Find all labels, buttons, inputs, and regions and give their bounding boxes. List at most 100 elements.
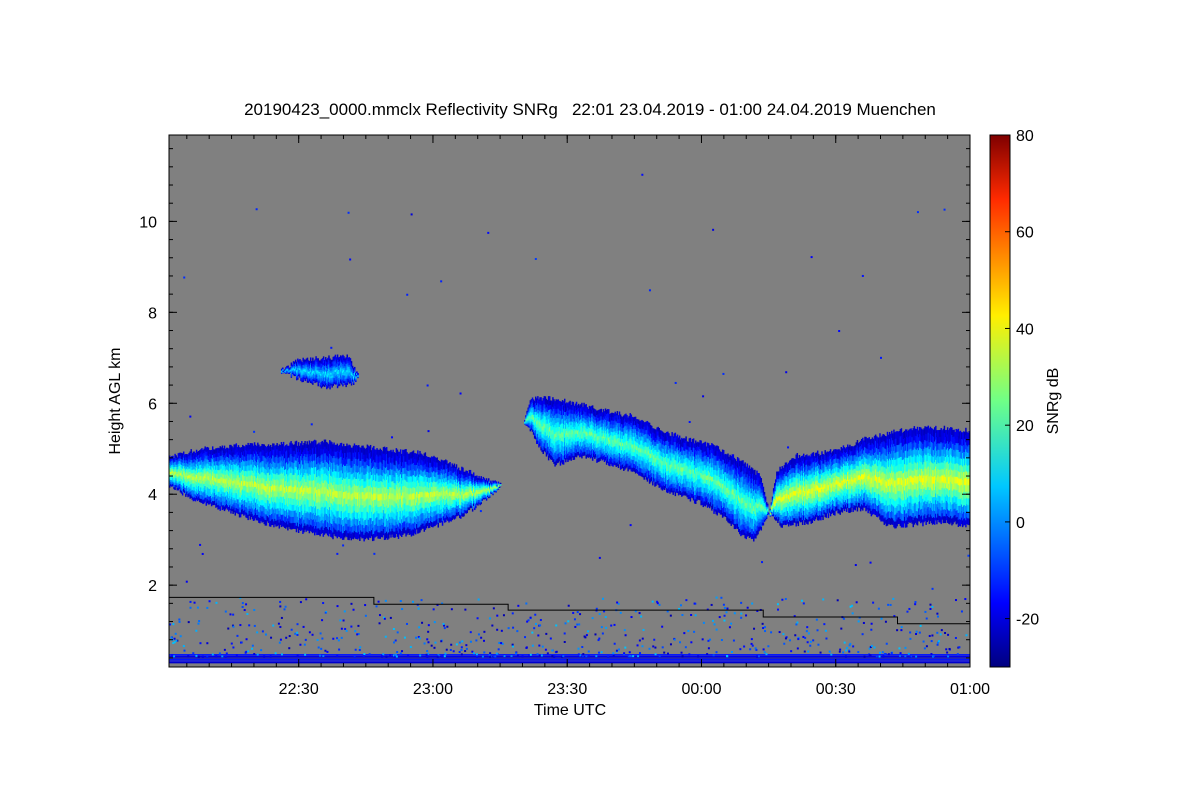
echo-cell: [412, 474, 415, 482]
echo-cell: [265, 497, 268, 504]
echo-cell: [209, 484, 212, 489]
echo-cell: [375, 486, 377, 494]
noise-speckle: [573, 618, 576, 621]
echo-cell: [243, 470, 245, 477]
noise-speckle: [790, 650, 793, 653]
echo-cell: [370, 529, 373, 537]
echo-cell: [343, 525, 345, 533]
echo-cell: [428, 482, 431, 488]
echo-cell: [246, 460, 248, 467]
echo-cell: [324, 526, 327, 534]
noise-speckle: [452, 650, 455, 653]
echo-cell: [232, 452, 234, 458]
echo-cell: [203, 479, 205, 484]
echo-cell: [465, 510, 467, 514]
echo-cell: [422, 502, 424, 509]
echo-cell: [457, 484, 460, 489]
echo-cell: [329, 506, 331, 514]
echo-cell: [337, 465, 340, 473]
noise-speckle: [227, 627, 230, 630]
echo-cell: [489, 491, 491, 493]
echo-cell: [423, 514, 426, 521]
echo-cell: [350, 487, 352, 495]
echo-cell: [266, 467, 269, 474]
echo-cell: [372, 474, 374, 482]
echo-cell: [430, 462, 432, 468]
echo-cell: [359, 447, 361, 455]
echo-cell: [476, 487, 478, 491]
echo-cell: [450, 490, 452, 495]
echo-cell: [417, 468, 419, 475]
echo-cell: [272, 513, 274, 520]
echo-cell: [455, 475, 458, 480]
echo-cell: [464, 480, 466, 484]
echo-cell: [381, 506, 384, 513]
echo-cell: [467, 491, 470, 495]
echo-cell: [374, 474, 376, 482]
echo-cell: [419, 450, 421, 458]
echo-cell: [461, 473, 463, 478]
noise-speckle: [756, 655, 759, 658]
echo-cell: [407, 493, 409, 500]
echo-cell: [304, 453, 306, 461]
echo-cell: [243, 505, 245, 511]
echo-cell: [404, 479, 406, 486]
echo-cell: [324, 466, 327, 474]
echo-cell: [381, 475, 384, 483]
echo-cell: [190, 449, 192, 453]
echo-cell: [316, 528, 318, 536]
echo-cell: [378, 462, 380, 470]
echo-cell: [209, 488, 212, 493]
echo-cell: [235, 468, 238, 474]
echo-cell: [281, 467, 284, 474]
echo-cell: [442, 490, 445, 495]
echo-cell: [245, 506, 247, 513]
echo-cell: [309, 499, 312, 506]
echo-cell: [384, 519, 387, 527]
echo-cell: [489, 490, 491, 492]
echo-cell: [306, 441, 308, 449]
echo-cell: [368, 446, 371, 454]
echo-cell: [375, 468, 377, 475]
echo-cell: [366, 504, 369, 512]
echo-cell: [340, 463, 343, 471]
noise-speckle: [536, 653, 539, 656]
echo-cell: [347, 485, 349, 493]
echo-cell: [230, 474, 232, 480]
echo-cell: [479, 489, 481, 492]
echo-cell: [493, 481, 495, 484]
echo-cell: [402, 449, 404, 457]
echo-cell: [272, 460, 274, 468]
echo-cell: [402, 510, 404, 517]
echo-cell: [470, 497, 473, 501]
echo-cell: [446, 498, 448, 503]
echo-cell: [236, 489, 239, 495]
echo-cell: [486, 486, 489, 488]
echo-cell: [235, 487, 238, 494]
echo-cell: [281, 473, 284, 480]
echo-cell: [457, 501, 460, 506]
echo-cell: [228, 488, 230, 494]
echo-cell: [235, 482, 238, 489]
echo-cell: [326, 521, 329, 529]
echo-cell: [475, 494, 477, 497]
noise-speckle: [199, 642, 202, 645]
echo-cell: [414, 453, 417, 460]
echo-cell: [463, 512, 465, 517]
echo-cell: [338, 490, 341, 498]
echo-cell: [414, 470, 417, 477]
echo-cell: [184, 473, 186, 477]
echo-cell: [428, 512, 431, 518]
echo-cell: [404, 485, 406, 492]
echo-cell: [251, 464, 254, 471]
echo-cell: [190, 459, 192, 464]
echo-cell: [488, 490, 490, 493]
echo-cell: [325, 487, 328, 495]
echo-cell: [293, 522, 296, 529]
noise-speckle: [496, 614, 499, 617]
echo-cell: [412, 529, 415, 536]
echo-cell: [448, 467, 450, 472]
echo-cell: [492, 484, 494, 486]
echo-cell: [242, 449, 244, 456]
echo-cell: [285, 510, 287, 517]
